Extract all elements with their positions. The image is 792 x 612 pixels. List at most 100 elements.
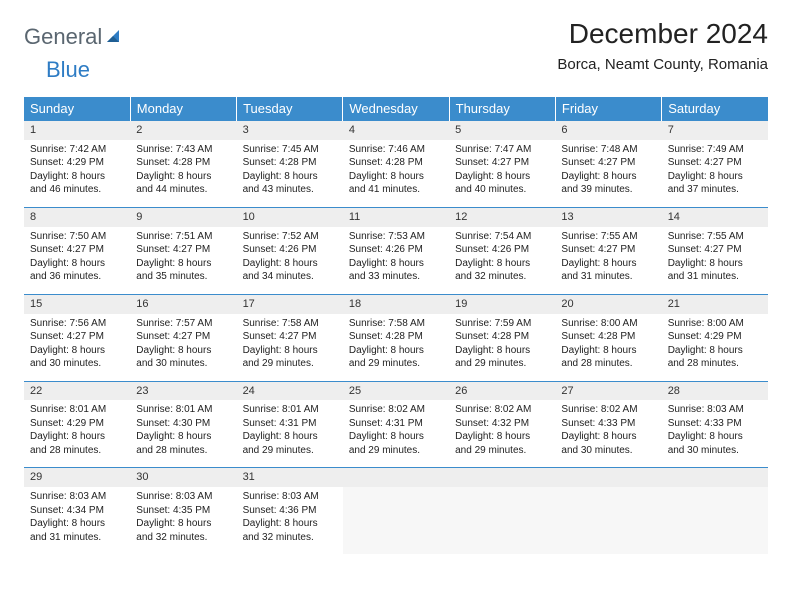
day-content-cell: Sunrise: 7:59 AMSunset: 4:28 PMDaylight:… [449,314,555,382]
daylight-line: Daylight: 8 hours and 32 minutes. [136,517,230,544]
day-number-cell [662,468,768,487]
day-content-cell: Sunrise: 7:53 AMSunset: 4:26 PMDaylight:… [343,227,449,295]
daylight-line: Daylight: 8 hours and 29 minutes. [243,430,337,457]
sunrise-line: Sunrise: 7:59 AM [455,317,549,331]
daylight-line: Daylight: 8 hours and 30 minutes. [668,430,762,457]
daylight-line: Daylight: 8 hours and 28 minutes. [136,430,230,457]
day-content-cell: Sunrise: 7:50 AMSunset: 4:27 PMDaylight:… [24,227,130,295]
daylight-line: Daylight: 8 hours and 31 minutes. [561,257,655,284]
day-content-cell: Sunrise: 7:46 AMSunset: 4:28 PMDaylight:… [343,140,449,208]
sunrise-line: Sunrise: 7:48 AM [561,143,655,157]
sunset-line: Sunset: 4:29 PM [30,156,124,170]
day-number-cell: 16 [130,294,236,313]
sunset-line: Sunset: 4:33 PM [561,417,655,431]
daylight-line: Daylight: 8 hours and 29 minutes. [455,344,549,371]
day-number-cell [343,468,449,487]
sunset-line: Sunset: 4:26 PM [243,243,337,257]
weekday-header: Saturday [662,97,768,121]
logo-text-general: General [24,24,102,50]
daylight-line: Daylight: 8 hours and 28 minutes. [30,430,124,457]
daylight-line: Daylight: 8 hours and 29 minutes. [349,430,443,457]
weekday-header: Tuesday [237,97,343,121]
sunset-line: Sunset: 4:27 PM [30,330,124,344]
day-number-cell: 14 [662,207,768,226]
daylight-line: Daylight: 8 hours and 44 minutes. [136,170,230,197]
day-content-cell: Sunrise: 7:51 AMSunset: 4:27 PMDaylight:… [130,227,236,295]
sunrise-line: Sunrise: 8:03 AM [30,490,124,504]
daylight-line: Daylight: 8 hours and 43 minutes. [243,170,337,197]
day-content-cell [343,487,449,554]
sunset-line: Sunset: 4:27 PM [136,243,230,257]
sunrise-line: Sunrise: 7:56 AM [30,317,124,331]
sunrise-line: Sunrise: 7:46 AM [349,143,443,157]
day-content-cell: Sunrise: 7:43 AMSunset: 4:28 PMDaylight:… [130,140,236,208]
sunrise-line: Sunrise: 7:52 AM [243,230,337,244]
day-number-cell: 28 [662,381,768,400]
calendar-table: Sunday Monday Tuesday Wednesday Thursday… [24,97,768,554]
day-number-cell: 25 [343,381,449,400]
day-number-cell: 19 [449,294,555,313]
day-number-cell: 3 [237,121,343,140]
sunrise-line: Sunrise: 7:45 AM [243,143,337,157]
day-content-cell [449,487,555,554]
day-number-cell: 9 [130,207,236,226]
sunrise-line: Sunrise: 7:50 AM [30,230,124,244]
sunrise-line: Sunrise: 8:01 AM [243,403,337,417]
day-number-cell: 22 [24,381,130,400]
daylight-line: Daylight: 8 hours and 28 minutes. [561,344,655,371]
sunrise-line: Sunrise: 7:43 AM [136,143,230,157]
day-number-cell [449,468,555,487]
sunrise-line: Sunrise: 8:02 AM [561,403,655,417]
daylight-line: Daylight: 8 hours and 40 minutes. [455,170,549,197]
sunset-line: Sunset: 4:27 PM [30,243,124,257]
weekday-header: Sunday [24,97,130,121]
sunrise-line: Sunrise: 7:51 AM [136,230,230,244]
day-content-cell: Sunrise: 8:03 AMSunset: 4:33 PMDaylight:… [662,400,768,468]
day-content-cell: Sunrise: 7:58 AMSunset: 4:28 PMDaylight:… [343,314,449,382]
day-content-cell: Sunrise: 8:02 AMSunset: 4:33 PMDaylight:… [555,400,661,468]
day-content-cell: Sunrise: 7:55 AMSunset: 4:27 PMDaylight:… [555,227,661,295]
day-content-cell: Sunrise: 8:03 AMSunset: 4:35 PMDaylight:… [130,487,236,554]
day-content-cell: Sunrise: 8:01 AMSunset: 4:31 PMDaylight:… [237,400,343,468]
day-number-cell: 7 [662,121,768,140]
sunset-line: Sunset: 4:36 PM [243,504,337,518]
logo: General [24,24,124,50]
daylight-line: Daylight: 8 hours and 32 minutes. [455,257,549,284]
day-content-cell: Sunrise: 7:52 AMSunset: 4:26 PMDaylight:… [237,227,343,295]
daylight-line: Daylight: 8 hours and 28 minutes. [668,344,762,371]
daynum-row: 1234567 [24,121,768,140]
sunset-line: Sunset: 4:27 PM [561,156,655,170]
sunset-line: Sunset: 4:27 PM [243,330,337,344]
day-content-cell: Sunrise: 7:56 AMSunset: 4:27 PMDaylight:… [24,314,130,382]
daylight-line: Daylight: 8 hours and 30 minutes. [30,344,124,371]
sunset-line: Sunset: 4:27 PM [561,243,655,257]
day-content-cell: Sunrise: 7:55 AMSunset: 4:27 PMDaylight:… [662,227,768,295]
day-number-cell: 13 [555,207,661,226]
day-number-cell: 23 [130,381,236,400]
day-number-cell: 4 [343,121,449,140]
weekday-header-row: Sunday Monday Tuesday Wednesday Thursday… [24,97,768,121]
day-number-cell: 11 [343,207,449,226]
sunrise-line: Sunrise: 8:02 AM [349,403,443,417]
day-number-cell: 6 [555,121,661,140]
day-content-cell: Sunrise: 8:03 AMSunset: 4:34 PMDaylight:… [24,487,130,554]
day-number-cell: 5 [449,121,555,140]
day-number-cell: 17 [237,294,343,313]
sunrise-line: Sunrise: 7:53 AM [349,230,443,244]
day-content-cell: Sunrise: 8:02 AMSunset: 4:31 PMDaylight:… [343,400,449,468]
sunset-line: Sunset: 4:26 PM [349,243,443,257]
content-row: Sunrise: 7:50 AMSunset: 4:27 PMDaylight:… [24,227,768,295]
sunrise-line: Sunrise: 7:57 AM [136,317,230,331]
sunset-line: Sunset: 4:27 PM [668,243,762,257]
sunset-line: Sunset: 4:28 PM [136,156,230,170]
sunrise-line: Sunrise: 7:54 AM [455,230,549,244]
content-row: Sunrise: 8:01 AMSunset: 4:29 PMDaylight:… [24,400,768,468]
sunset-line: Sunset: 4:30 PM [136,417,230,431]
day-content-cell: Sunrise: 8:01 AMSunset: 4:29 PMDaylight:… [24,400,130,468]
sunrise-line: Sunrise: 8:03 AM [136,490,230,504]
day-content-cell: Sunrise: 8:02 AMSunset: 4:32 PMDaylight:… [449,400,555,468]
sunrise-line: Sunrise: 8:00 AM [668,317,762,331]
sunset-line: Sunset: 4:28 PM [561,330,655,344]
day-content-cell: Sunrise: 8:01 AMSunset: 4:30 PMDaylight:… [130,400,236,468]
logo-text-blue: Blue [46,57,90,83]
